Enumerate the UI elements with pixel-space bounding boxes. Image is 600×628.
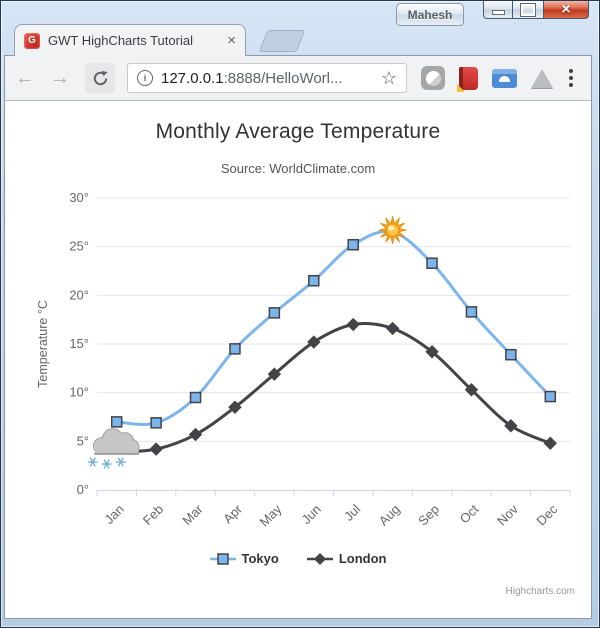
new-tab-button[interactable] [258,30,306,52]
x-axis-label: Jun [298,502,323,527]
data-point-tokyo[interactable] [426,257,438,269]
x-axis-label: Aug [376,502,403,529]
data-point-tokyo[interactable] [189,391,202,404]
x-axis-label: Dec [533,501,560,528]
x-axis-label: Feb [140,502,166,528]
temperature-chart: 0° 5° 10° 15° 20° 25° 30° Jan Feb Mar Apr May Jun Jul… [36,190,571,529]
data-point-london[interactable] [188,427,203,442]
data-point-london[interactable] [149,442,163,456]
tab-close-icon[interactable]: × [227,32,236,49]
minimize-icon [491,10,505,15]
data-point-tokyo[interactable] [110,416,123,428]
snow-cloud-icon [87,428,140,469]
x-axis-label: Jan [101,502,126,527]
data-point-london[interactable] [543,436,557,450]
legend-item-tokyo[interactable]: Tokyo [209,551,279,566]
highcharts-credit[interactable]: Highcharts.com [505,586,575,597]
gwt-favicon-icon: G [24,32,40,49]
forward-icon[interactable]: → [50,67,70,89]
legend-marker-tokyo [209,552,236,565]
series-line-tokyo[interactable] [116,229,552,426]
data-point-tokyo[interactable] [347,238,359,251]
x-axis-label: Oct [457,501,482,526]
reload-button[interactable] [85,63,115,93]
address-bar[interactable]: i 127.0.0.1:8888/HelloWorl... ☆ [127,63,407,93]
close-button[interactable]: × [543,1,589,19]
page-info-icon[interactable]: i [137,70,153,86]
y-axis-label: 0° [77,482,89,497]
page-content: Monthly Average Temperature Source: Worl… [5,101,591,618]
data-point-london[interactable] [385,321,400,336]
reload-icon [93,70,107,85]
legend-item-london[interactable]: London [306,551,387,566]
data-point-london[interactable] [307,335,321,349]
profile-button[interactable]: Mahesh [396,3,464,26]
maximize-icon [520,2,536,17]
tab-title: GWT HighCharts Tutorial [48,33,193,48]
data-point-london[interactable] [267,367,282,381]
x-axis-label: Sep [415,502,442,529]
y-axis-label: 30° [69,190,89,205]
data-point-tokyo[interactable] [308,274,320,287]
x-axis-label: Nov [494,501,521,528]
browser-body: ← → i 127.0.0.1:8888/HelloWorl... ☆ [4,55,592,619]
x-axis-label: Jul [341,501,363,523]
legend-label: London [338,551,387,566]
data-point-london[interactable] [464,383,479,397]
data-point-london[interactable] [504,419,518,433]
data-point-tokyo[interactable] [268,307,281,319]
apps-extension-icon[interactable] [492,68,517,88]
data-point-tokyo[interactable] [544,390,557,403]
x-axis-label: Mar [179,501,206,528]
data-point-tokyo[interactable] [505,348,517,361]
x-axis-label: Apr [220,501,245,526]
close-icon: × [561,0,571,18]
browser-toolbar: ← → i 127.0.0.1:8888/HelloWorl... ☆ [5,56,591,101]
browser-tab[interactable]: G GWT HighCharts Tutorial × [14,24,246,56]
maximize-button[interactable] [513,1,543,19]
y-axis-label: 25° [69,239,89,254]
data-point-london[interactable] [228,400,242,414]
minimize-button[interactable] [483,1,513,19]
chart-subtitle: Source: WorldClimate.com [220,161,376,176]
data-point-tokyo[interactable] [229,343,241,355]
shield-extension-icon[interactable] [421,66,445,90]
bookmark-star-icon[interactable]: ☆ [380,68,397,88]
series-line-london[interactable] [116,322,551,454]
window-controls: × [483,1,589,19]
y-axis-title: Temperature °C [36,300,50,388]
data-point-tokyo[interactable] [150,417,162,429]
y-axis-label: 10° [69,385,89,400]
data-point-london[interactable] [425,345,439,359]
legend-marker-london [306,552,333,565]
dictionary-extension-icon[interactable] [457,66,478,92]
x-axis-label: May [257,501,285,529]
y-axis-label: 20° [69,287,89,302]
drive-extension-icon[interactable] [531,68,553,88]
sun-icon [378,216,407,245]
data-point-tokyo[interactable] [465,306,478,318]
y-axis-label: 5° [77,433,89,448]
data-point-london[interactable] [346,317,360,332]
chart-legend: Tokyo London [5,551,591,566]
legend-label: Tokyo [241,551,279,566]
back-icon[interactable]: ← [15,67,35,89]
browser-menu-icon[interactable] [561,63,581,93]
chart-title: Monthly Average Temperature [155,120,441,143]
extension-icons [421,66,553,92]
y-axis-label: 15° [69,336,89,351]
url-text[interactable]: 127.0.0.1:8888/HelloWorl... [161,69,343,87]
